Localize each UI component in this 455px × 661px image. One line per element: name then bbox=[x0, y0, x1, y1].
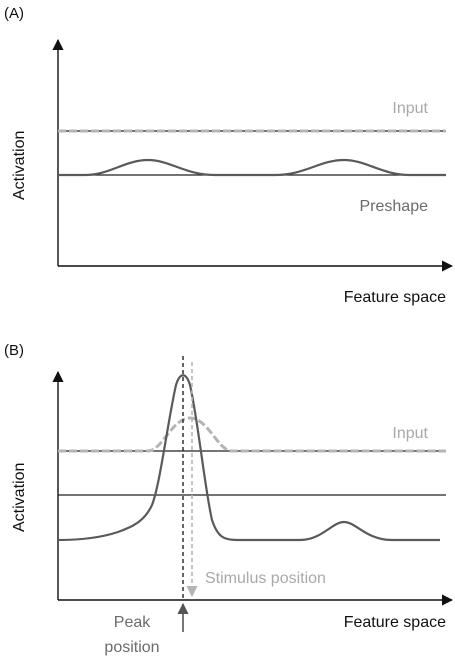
panel-a-x-axis-label: Feature space bbox=[344, 289, 446, 306]
panel-b-y-axis-label: Activation bbox=[11, 463, 28, 532]
panel-a-y-axis-label: Activation bbox=[11, 131, 28, 200]
panel-b-activation-curve bbox=[57, 374, 440, 542]
panel-a: (A) Activation Feature space Input Presh… bbox=[4, 5, 454, 306]
panel-b-input-line bbox=[58, 416, 446, 453]
panel-b-x-axis-label: Feature space bbox=[344, 614, 446, 631]
panel-b-input-label: Input bbox=[392, 425, 428, 442]
panel-a-preshape-curve bbox=[58, 158, 446, 177]
panel-a-preshape-label: Preshape bbox=[360, 198, 429, 215]
peak-position-label-line2: position bbox=[104, 639, 159, 656]
stimulus-position-label: Stimulus position bbox=[205, 570, 326, 587]
panel-a-label: (A) bbox=[4, 5, 24, 22]
panel-a-input-label: Input bbox=[392, 100, 428, 117]
panel-b: (B) Activation Feature space Input Stimu… bbox=[4, 342, 454, 656]
panel-b-label: (B) bbox=[4, 342, 24, 359]
peak-position-label-line1: Peak bbox=[114, 614, 151, 631]
